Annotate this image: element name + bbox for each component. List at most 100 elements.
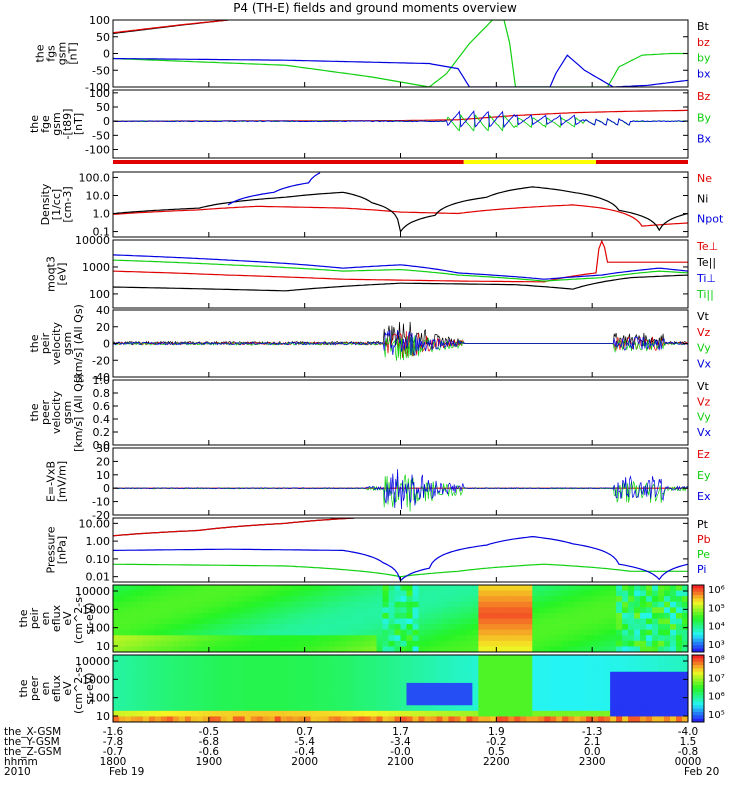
spectrogram-cell — [514, 618, 521, 625]
spectrogram-cell — [646, 629, 653, 636]
spectrogram-cell — [550, 640, 557, 648]
spectrogram-cell — [430, 677, 438, 684]
spectrogram-cell — [238, 635, 246, 642]
spectrogram-cell — [184, 671, 192, 678]
spectrogram-cell — [352, 677, 360, 684]
spectrogram-cell — [568, 607, 575, 614]
spectrogram-cell — [520, 646, 527, 652]
spectrogram-cell — [196, 607, 204, 614]
spectrogram-cell — [346, 666, 354, 673]
spectrogram-cell — [574, 710, 581, 718]
y-axis-label: peer — [39, 400, 52, 426]
spectrogram-cell — [148, 699, 156, 706]
spectrogram-cell — [442, 596, 450, 603]
spectrogram-cell — [298, 607, 306, 614]
spectrogram-cell — [430, 601, 438, 608]
spectrogram-cell — [340, 590, 348, 597]
spectrogram-cell — [160, 612, 168, 620]
spectrogram-cell — [244, 585, 252, 592]
spectrogram-cell — [580, 710, 587, 718]
spectrogram-cell — [652, 688, 659, 695]
spectrogram-cell — [448, 716, 456, 722]
spectrogram-cell — [226, 601, 234, 608]
spectrogram-cell — [352, 660, 360, 667]
spectrogram-cell — [352, 646, 360, 652]
spectrogram-cell — [418, 618, 426, 625]
spectrogram-cell — [184, 666, 192, 673]
spectrogram-cell — [160, 601, 168, 608]
spectrogram-cell — [556, 716, 563, 722]
spectrogram-cell — [502, 624, 509, 631]
spectrogram-cell — [634, 671, 641, 678]
x-axis-value: 2100 — [387, 756, 414, 768]
spectrogram-cell — [286, 705, 294, 712]
y-axis-label: [nT] — [72, 113, 85, 135]
spectrogram-cell — [184, 635, 192, 642]
spectrogram-cell — [370, 612, 378, 620]
spectrogram-cell — [478, 682, 485, 690]
spectrogram-cell — [226, 699, 234, 706]
spectrogram-cell — [124, 710, 132, 718]
spectrogram-cell — [442, 705, 450, 712]
spectrogram-cell — [352, 585, 360, 592]
spectrogram-cell — [160, 655, 168, 662]
spectrogram-cell — [274, 640, 282, 648]
spectrogram-cell — [148, 618, 156, 625]
spectrogram-cell — [466, 699, 473, 706]
spectrogram-cell — [178, 618, 186, 625]
spectrogram-cell — [184, 660, 192, 667]
spectrogram-cell — [232, 590, 240, 597]
spectrogram-cell — [286, 640, 294, 648]
spectrogram-cell — [616, 655, 623, 662]
spectrogram-cell — [520, 635, 527, 642]
spectrogram-cell — [412, 705, 420, 712]
spectrogram-cell — [394, 629, 402, 636]
spectrogram-cell — [424, 694, 432, 701]
spectrogram-cell — [382, 671, 390, 678]
spectrogram-cell — [580, 640, 587, 648]
spectrogram-cell — [424, 640, 432, 648]
spectrogram-cell — [214, 705, 222, 712]
spectrogram-cell — [484, 688, 491, 695]
spectrogram-cell — [113, 607, 120, 614]
spectrogram-cell — [238, 607, 246, 614]
spectrogram-cell — [556, 688, 563, 695]
spectrogram-cell — [484, 682, 491, 690]
spectrogram-cell — [622, 607, 629, 614]
spectrogram-cell — [502, 585, 509, 592]
spectrogram-cell — [238, 618, 246, 625]
spectrogram-cell — [166, 655, 174, 662]
spectrogram-cell — [370, 688, 378, 695]
spectrogram-cell — [172, 682, 180, 690]
y-tick-label: 0.6 — [93, 400, 111, 413]
spectrogram-cell — [232, 682, 240, 690]
spectrogram-cell — [442, 635, 450, 642]
y-tick-label: 0.1 — [93, 226, 111, 239]
spectrogram-cell — [328, 660, 336, 667]
spectrogram-cell — [556, 671, 563, 678]
spectrogram-cell — [388, 640, 396, 648]
spectrogram-cell — [196, 682, 204, 690]
spectrogram-cell — [118, 660, 126, 667]
spectrogram-cell — [328, 682, 336, 690]
spectrogram-cell — [586, 655, 593, 662]
colorbar-cell — [692, 715, 704, 720]
spectrogram-cell — [394, 635, 402, 642]
spectrogram-cell — [388, 671, 396, 678]
spectrogram-cell — [274, 666, 282, 673]
spectrogram-cell — [406, 607, 414, 614]
spectrogram-cell — [358, 682, 366, 690]
spectrogram-cell — [376, 716, 384, 722]
spectrogram-cell — [220, 601, 228, 608]
spectrogram-cell — [424, 699, 432, 706]
spectrogram-cell — [676, 666, 683, 673]
spectrogram-cell — [610, 705, 617, 712]
spectrogram-cell — [484, 629, 491, 636]
spectrogram-cell — [250, 612, 258, 620]
spectrogram-cell — [628, 612, 635, 620]
spectrogram-cell — [202, 646, 210, 652]
spectrogram-cell — [556, 682, 563, 690]
spectrogram-cell — [556, 655, 563, 662]
spectrogram-cell — [634, 677, 641, 684]
y-axis-label: en — [39, 682, 52, 696]
